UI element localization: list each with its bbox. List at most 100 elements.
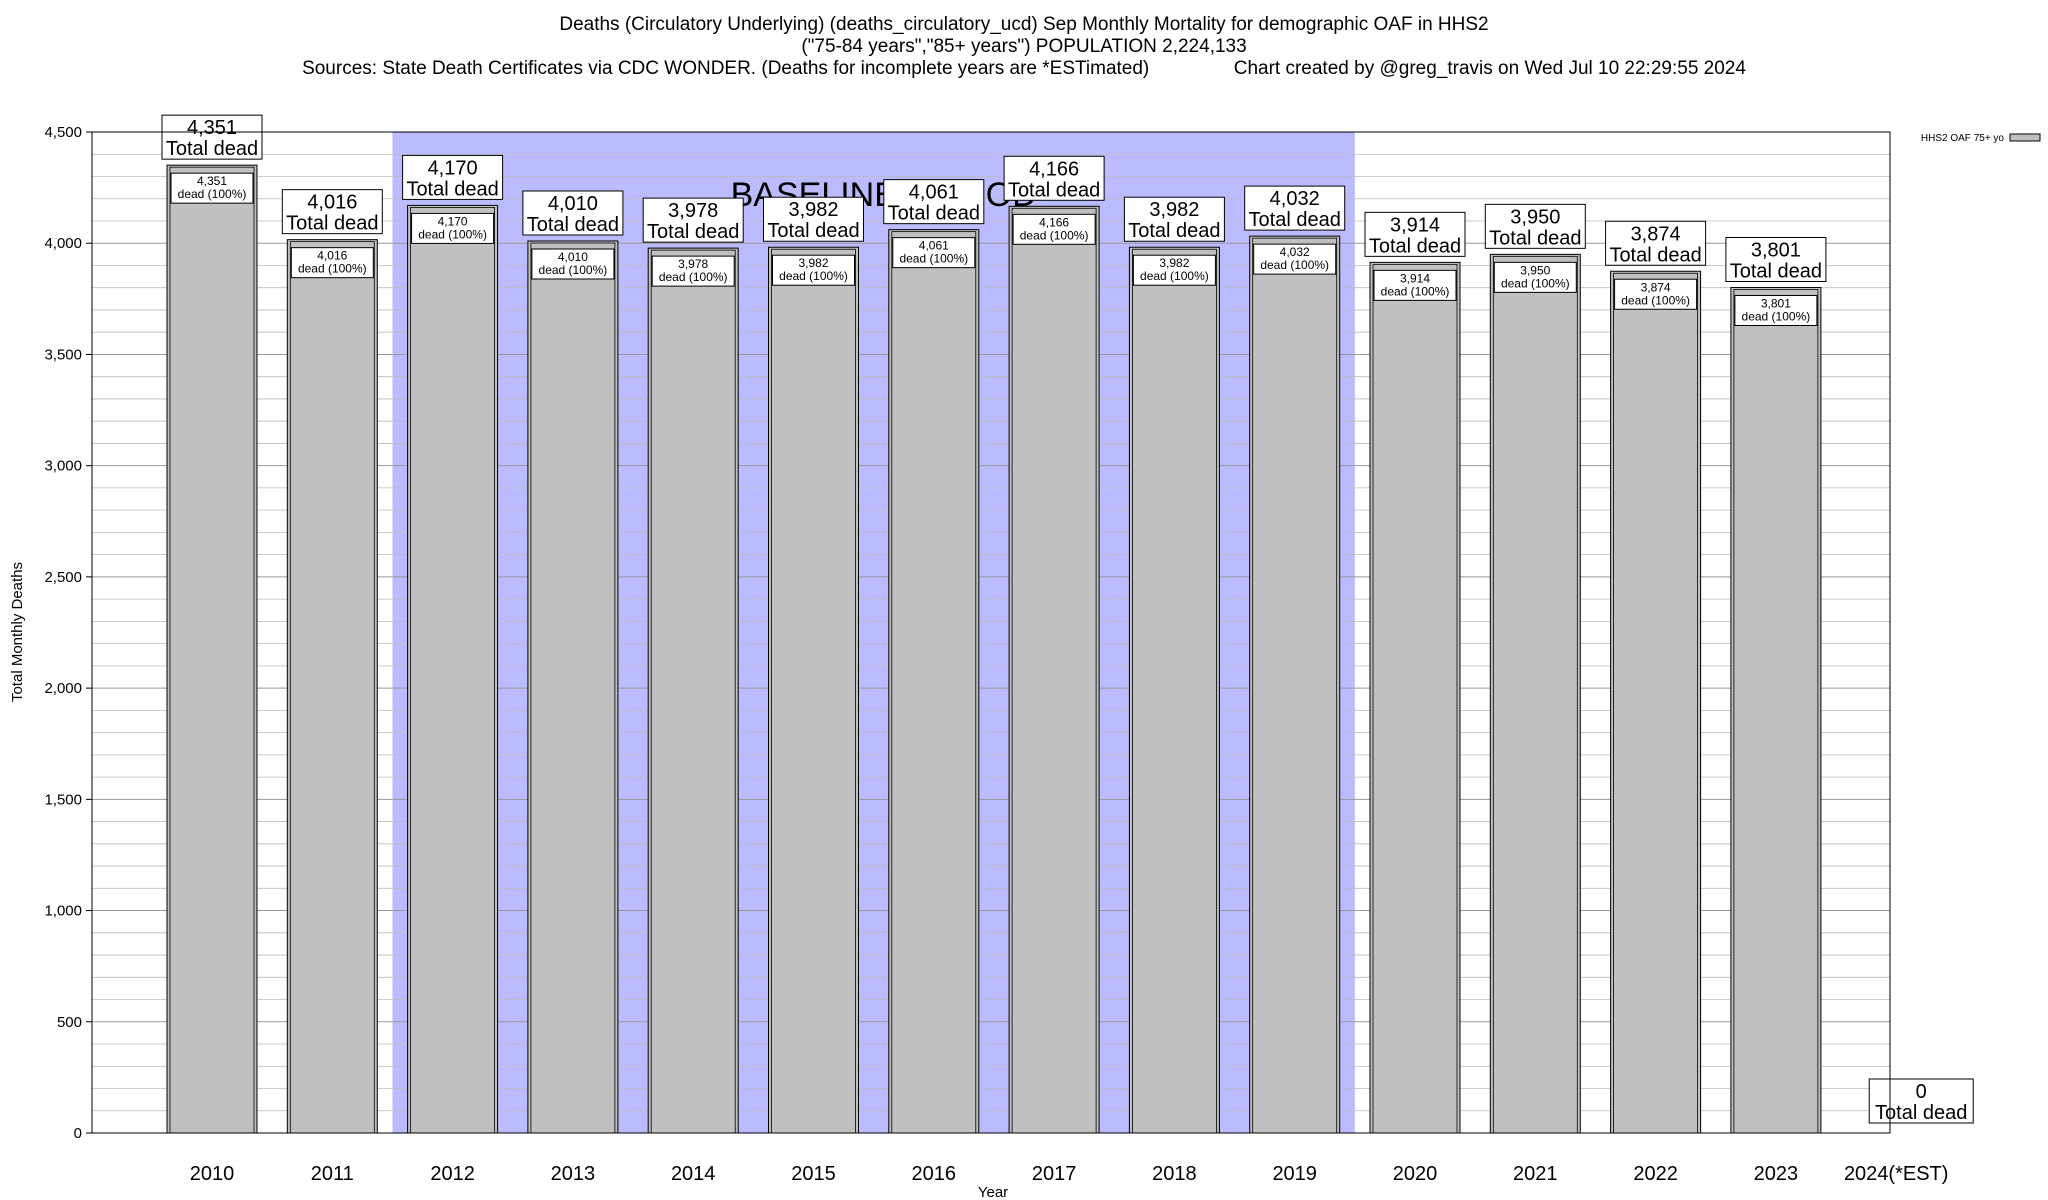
x-tick-label-2021: 2021 — [1513, 1163, 1558, 1185]
total-label-box-2015 — [763, 196, 864, 242]
total-suffix-label-2016: Total dead — [888, 203, 980, 225]
y-tick-label: 1,500 — [44, 791, 82, 808]
inner-label-box-2012 — [411, 212, 495, 244]
inner-label-box-2016 — [892, 237, 976, 269]
inner-label-box-2010 — [170, 172, 254, 204]
x-tick-label-2012: 2012 — [430, 1163, 475, 1185]
total-value-label-2019: 4,032 — [1270, 188, 1320, 210]
bar-2018 — [1128, 246, 1220, 1134]
x-tick-label-2022: 2022 — [1633, 1163, 1678, 1185]
plot-frame — [91, 131, 1891, 1134]
total-label-box-2017 — [1003, 155, 1105, 201]
total-suffix-label-2013: Total dead — [527, 214, 619, 236]
bar-2021 — [1489, 253, 1581, 1134]
inner-percent-label-2011: dead (100%) — [298, 262, 367, 276]
total-label-box-2020 — [1364, 211, 1466, 257]
y-tick-label: 4,500 — [44, 124, 82, 141]
total-value-label-2022: 3,874 — [1631, 223, 1681, 245]
y-tick-label: 500 — [57, 1014, 82, 1031]
inner-label-box-2023 — [1734, 294, 1818, 326]
inner-percent-label-2014: dead (100%) — [659, 270, 728, 284]
y-tick-label: 0 — [74, 1125, 82, 1142]
x-axis-title: Year — [978, 1184, 1008, 1200]
inner-value-label-2018: 3,982 — [1159, 256, 1189, 270]
bar-2017 — [1008, 205, 1100, 1134]
x-tick-label-2013: 2013 — [551, 1163, 596, 1185]
total-label-box-2023 — [1725, 236, 1827, 282]
axes: 0 500 1,000 1,500 2,000 2,500 3,000 3,500 4,000 4… — [9, 124, 1948, 1200]
bar-2014 — [647, 247, 739, 1134]
total-suffix-label-2015: Total dead — [767, 220, 859, 242]
total-label-box-2021 — [1484, 203, 1586, 249]
inner-percent-label-2021: dead (100%) — [1501, 276, 1570, 290]
inner-value-label-2014: 3,978 — [678, 257, 708, 271]
total-label-box-2010 — [161, 114, 263, 160]
chart-title: Deaths (Circulatory Underlying) (deaths_… — [559, 14, 1489, 35]
total-suffix-label-2023: Total dead — [1730, 260, 1822, 282]
chart-subtitle: ("75-84 years","85+ years") POPULATION 2… — [801, 36, 1247, 57]
x-tick-label-2016: 2016 — [912, 1163, 957, 1185]
total-suffix-label-2011: Total dead — [286, 213, 378, 235]
x-tick-label-2024(*EST): 2024(*EST) — [1844, 1163, 1949, 1185]
inner-value-label-2016: 4,061 — [919, 239, 949, 253]
total-label-box-2013 — [522, 190, 624, 236]
x-tick-label-2019: 2019 — [1272, 1163, 1317, 1185]
total-value-label-2011: 4,016 — [307, 192, 357, 214]
bar-2012 — [407, 204, 499, 1134]
bar-2019 — [1249, 235, 1341, 1134]
total-value-label-2012: 4,170 — [428, 157, 478, 179]
y-tick-label: 3,000 — [44, 458, 82, 475]
inner-percent-label-2012: dead (100%) — [418, 227, 487, 241]
total-value-label-2010: 4,351 — [187, 117, 237, 139]
total-label-box-2012 — [402, 154, 504, 200]
bar-2013 — [527, 240, 619, 1134]
inner-value-label-2013: 4,010 — [558, 250, 588, 264]
total-value-label-2016: 4,061 — [909, 182, 959, 204]
x-tick-label-2018: 2018 — [1152, 1163, 1197, 1185]
inner-percent-label-2015: dead (100%) — [779, 269, 848, 283]
inner-value-label-2017: 4,166 — [1039, 215, 1069, 229]
y-tick-label: 2,500 — [44, 569, 82, 586]
total-value-label-2014: 3,978 — [668, 200, 718, 222]
inner-value-label-2012: 4,170 — [438, 214, 468, 228]
y-tick-label: 3,500 — [44, 346, 82, 363]
total-value-label-2018: 3,982 — [1149, 199, 1199, 221]
total-suffix-label-2022: Total dead — [1609, 244, 1701, 266]
y-tick-label: 4,000 — [44, 235, 82, 252]
total-label-box-2018 — [1123, 196, 1225, 242]
inner-percent-label-2022: dead (100%) — [1621, 293, 1690, 307]
bar-2011 — [286, 239, 378, 1134]
inner-value-label-2019: 4,032 — [1280, 245, 1310, 259]
legend: HHS2 OAF 75+ yo — [1921, 133, 2041, 144]
total-label-box-2022 — [1605, 220, 1707, 266]
x-tick-label-2014: 2014 — [671, 1163, 716, 1185]
total-value-label-2023: 3,801 — [1751, 239, 1801, 261]
total-value-label-2017: 4,166 — [1029, 158, 1079, 180]
inner-label-box-2015 — [772, 254, 855, 286]
legend-swatch — [2009, 133, 2041, 142]
y-tick-label: 2,000 — [44, 680, 82, 697]
chart-credit: Chart created by @greg_travis on Wed Jul… — [1233, 58, 1746, 79]
total-suffix-label-2024(*EST): Total dead — [1875, 1102, 1967, 1124]
y-tick-label: 1,000 — [44, 903, 82, 920]
chart-titles: Deaths (Circulatory Underlying) (deaths_… — [0, 14, 2048, 80]
inner-percent-label-2018: dead (100%) — [1140, 269, 1209, 283]
x-tick-label-2010: 2010 — [190, 1163, 235, 1185]
x-tick-label-2023: 2023 — [1754, 1163, 1799, 1185]
total-label-box-2019 — [1244, 185, 1346, 231]
total-suffix-label-2012: Total dead — [406, 178, 498, 200]
inner-label-box-2020 — [1373, 269, 1457, 301]
inner-value-label-2011: 4,016 — [317, 249, 347, 263]
inner-percent-label-2017: dead (100%) — [1020, 228, 1089, 242]
total-suffix-label-2021: Total dead — [1489, 227, 1581, 249]
inner-label-box-2018 — [1132, 254, 1216, 286]
total-suffix-label-2019: Total dead — [1249, 209, 1341, 231]
total-value-label-2015: 3,982 — [788, 199, 838, 221]
inner-label-box-2013 — [531, 248, 615, 280]
inner-percent-label-2020: dead (100%) — [1381, 284, 1450, 298]
x-tick-label-2011: 2011 — [311, 1163, 354, 1185]
inner-label-box-2014 — [651, 255, 735, 287]
x-tick-label-2017: 2017 — [1032, 1163, 1077, 1185]
x-tick-label-2015: 2015 — [791, 1163, 836, 1185]
